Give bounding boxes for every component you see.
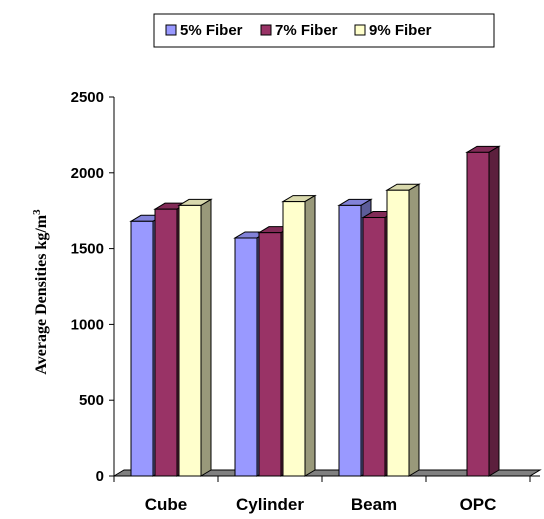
x-tick-label: Cube <box>145 495 188 514</box>
legend-swatch <box>260 24 272 36</box>
y-axis-label-text: Average Densities kg/m <box>33 214 50 374</box>
labels: Cube Cylinder Beam OPC <box>145 495 497 514</box>
y-tick-label: 1000 <box>71 316 104 333</box>
y-tick-label: 1500 <box>71 241 104 258</box>
y-tick-label: 0 <box>96 468 104 485</box>
bar <box>281 194 317 477</box>
bar <box>385 183 421 477</box>
legend: 5% Fiber 7% Fiber 9% Fiber <box>153 13 495 48</box>
legend-label: 5% Fiber <box>180 22 243 39</box>
legend-label: 7% Fiber <box>275 22 338 39</box>
y-tick-label: 2000 <box>71 165 104 182</box>
y-axis-label-superscript: 3 <box>31 209 43 215</box>
y-tick-label: 500 <box>79 392 104 409</box>
axes: 0 500 1000 1500 2000 2500 <box>71 89 540 485</box>
x-tick-label: OPC <box>460 495 497 514</box>
legend-box <box>153 13 495 48</box>
legend-swatch <box>165 24 177 36</box>
bar <box>465 145 501 477</box>
legend-swatch <box>354 24 366 36</box>
y-axis-label: Average Densities kg/m3 <box>31 209 50 375</box>
y-tick-label: 2500 <box>71 89 104 106</box>
x-tick-label: Beam <box>351 495 397 514</box>
bars <box>129 145 501 477</box>
legend-label: 9% Fiber <box>369 22 432 39</box>
bar <box>177 198 213 477</box>
x-tick-label: Cylinder <box>236 495 304 514</box>
